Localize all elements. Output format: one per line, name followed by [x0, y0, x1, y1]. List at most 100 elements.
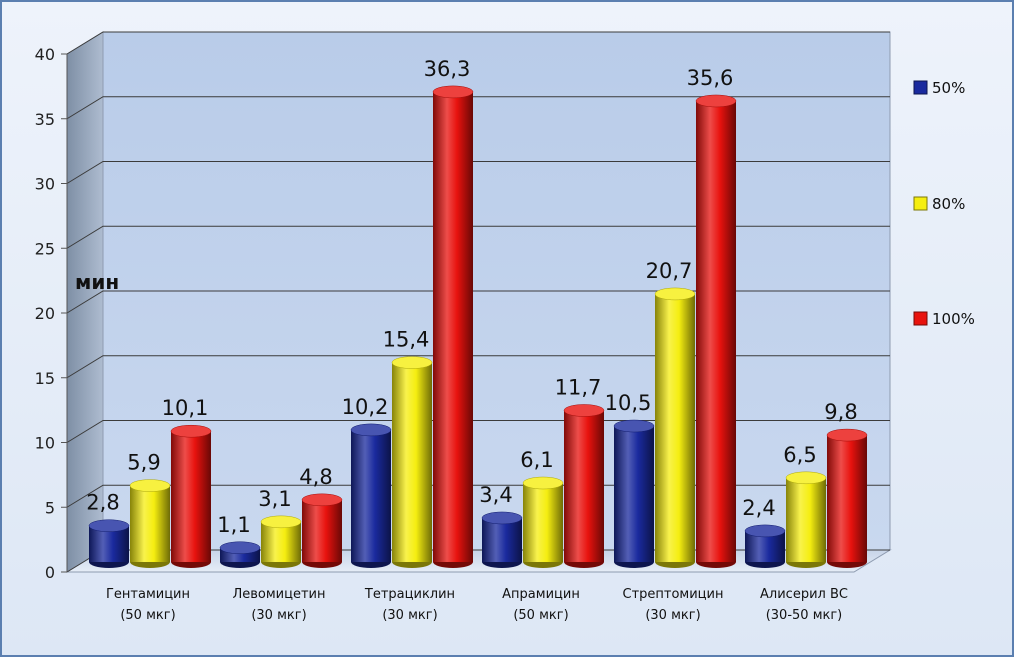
y-tick-label: 10 — [35, 434, 55, 453]
data-label: 4,8 — [299, 465, 332, 489]
bar-body — [392, 362, 432, 562]
bar-body — [302, 499, 342, 562]
gridline — [66, 225, 890, 249]
bar-body — [827, 435, 867, 562]
bar — [350, 423, 392, 568]
x-tick-label: Алисерил ВС — [760, 587, 848, 602]
x-tick-sublabel: (50 мкг) — [120, 608, 175, 623]
bar-body — [696, 100, 736, 562]
data-label: 2,8 — [86, 491, 119, 515]
x-tick-label: Тетрациклин — [364, 587, 455, 602]
y-tick-label: 15 — [35, 369, 55, 388]
bar-top — [826, 428, 868, 442]
bar-top — [432, 85, 474, 99]
data-label: 10,2 — [342, 395, 389, 419]
bar — [129, 479, 171, 568]
x-tick-label: Стрептомицин — [623, 587, 724, 602]
bars-group — [88, 85, 868, 568]
bar — [613, 419, 655, 568]
gridline — [66, 355, 890, 379]
legend-item: 80% — [913, 195, 965, 213]
bar-body — [261, 521, 301, 562]
data-label: 36,3 — [424, 57, 471, 81]
bar-body — [786, 477, 826, 562]
data-label: 20,7 — [646, 259, 693, 283]
data-label: 11,7 — [555, 375, 602, 399]
bar-body — [523, 483, 563, 562]
data-label: 3,1 — [258, 487, 291, 511]
bar-body — [433, 91, 473, 562]
legend: 50% 80% 100% — [913, 79, 975, 328]
bar — [219, 541, 261, 568]
x-tick-sublabel: (30 мкг) — [251, 608, 306, 623]
data-label: 35,6 — [687, 66, 734, 90]
gridline — [66, 96, 890, 120]
bar-body — [171, 431, 211, 562]
value-labels: 2,8 5,9 10,1 1,1 3,1 4,8 10,2 15,4 36,3 3,4 6,1 11,… — [86, 57, 857, 537]
data-label: 15,4 — [383, 328, 430, 352]
bar — [654, 287, 696, 568]
bar-top — [260, 515, 302, 529]
bar-top — [88, 519, 130, 532]
data-label: 2,4 — [742, 496, 775, 520]
legend-label: 100% — [932, 310, 975, 328]
y-tick-label: 35 — [35, 110, 55, 129]
x-tick-sublabel: (50 мкг) — [513, 608, 568, 623]
bar-top — [219, 541, 261, 555]
legend-swatch — [913, 80, 928, 95]
bar-body — [564, 410, 604, 562]
bar-top — [170, 424, 212, 438]
x-tick-label: Гентамицин — [106, 587, 190, 602]
legend-swatch — [913, 311, 928, 326]
gridline — [66, 31, 890, 55]
bar-top — [391, 356, 433, 369]
bar — [170, 424, 212, 568]
bar — [432, 85, 474, 568]
y-tick-label: 25 — [35, 239, 55, 258]
legend-label: 50% — [932, 79, 965, 97]
bar — [744, 524, 786, 568]
legend-label: 80% — [932, 195, 965, 213]
bar-body — [655, 293, 695, 562]
data-label: 6,5 — [783, 443, 816, 467]
data-label: 6,1 — [520, 448, 553, 472]
gridline — [66, 161, 890, 184]
data-label: 1,1 — [217, 513, 250, 537]
bar — [522, 476, 564, 568]
x-tick-sublabel: (30 мкг) — [382, 608, 437, 623]
y-tick-label: 5 — [45, 498, 55, 517]
bar — [563, 404, 605, 568]
bar-body — [614, 426, 654, 562]
x-axis: Гентамицин (50 мкг) Левомицетин (30 мкг) Тет… — [106, 587, 848, 623]
bar — [481, 511, 523, 568]
bar-top — [129, 479, 171, 492]
bar-top — [613, 419, 655, 433]
data-label: 9,8 — [824, 400, 857, 424]
legend-item: 50% — [913, 79, 965, 97]
bar-top — [301, 493, 343, 507]
bar-body — [130, 485, 170, 562]
y-tick-label: 30 — [35, 175, 55, 194]
bar-body — [482, 517, 522, 562]
y-axis-unit-label: мин — [75, 270, 119, 294]
y-tick-label: 20 — [35, 304, 55, 323]
y-tick-label: 0 — [45, 563, 55, 582]
legend-item: 100% — [913, 310, 975, 328]
data-label: 3,4 — [479, 483, 512, 507]
bar-top — [522, 476, 564, 490]
y-axis: 0 5 10 15 20 25 30 35 40 — [35, 45, 68, 582]
bar — [88, 519, 130, 568]
bar — [260, 515, 302, 568]
bar — [785, 471, 827, 568]
x-tick-sublabel: (30 мкг) — [645, 608, 700, 623]
x-tick-label: Апрамицин — [502, 587, 580, 602]
bar-top — [350, 423, 392, 437]
y-tick-label: 40 — [35, 45, 55, 64]
x-tick-sublabel: (30-50 мкг) — [766, 608, 843, 623]
x-tick-label: Левомицетин — [232, 587, 325, 602]
bar — [391, 356, 433, 568]
bar-top — [744, 524, 786, 538]
bar-top — [563, 404, 605, 417]
